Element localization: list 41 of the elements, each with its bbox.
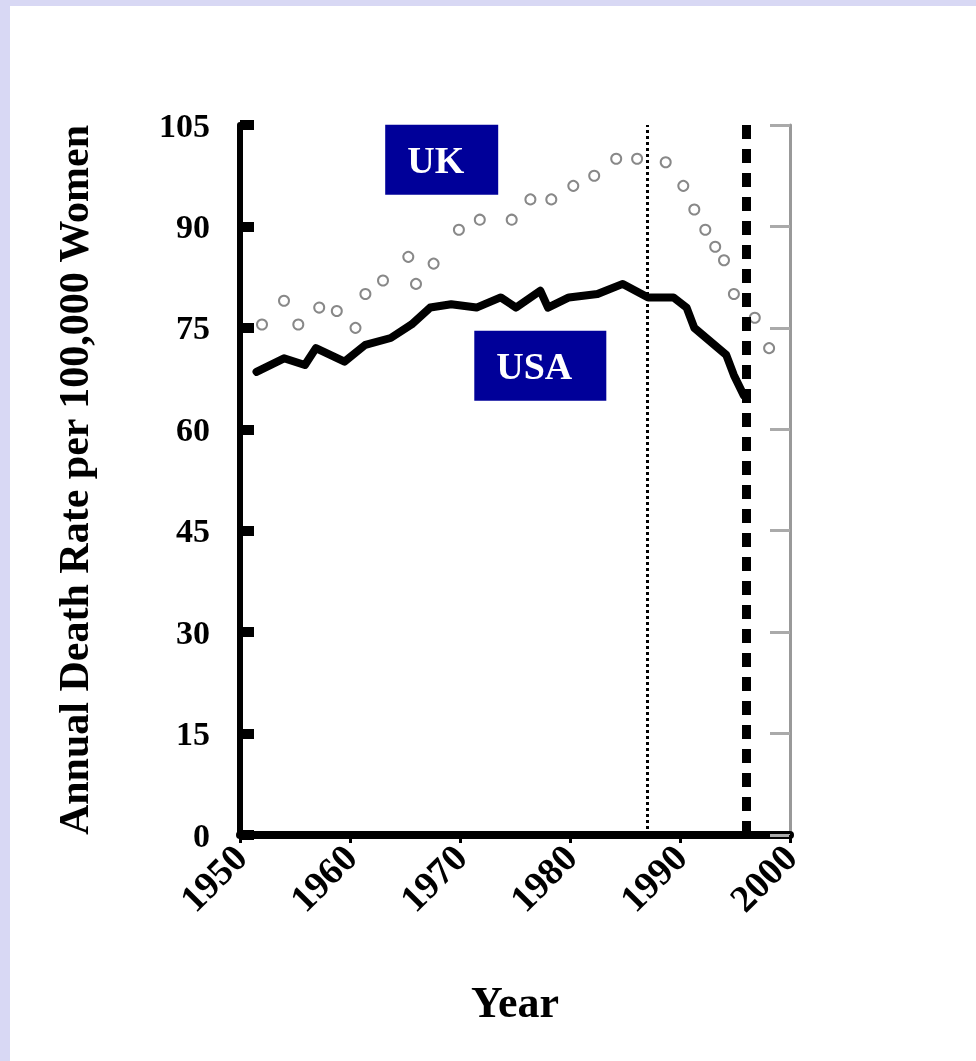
point (473, 213, 486, 226)
point (588, 169, 601, 182)
point (278, 294, 290, 307)
point (349, 321, 362, 334)
series-label: UK (407, 138, 465, 181)
y-tick-label: 90 (176, 207, 210, 245)
point (718, 254, 730, 267)
point (427, 257, 440, 270)
series-label: USA (496, 344, 573, 387)
point (545, 193, 558, 206)
point (313, 301, 326, 314)
point (505, 213, 518, 226)
point (677, 179, 690, 192)
point (567, 179, 580, 192)
point (763, 342, 776, 355)
y-tick-label: 75 (176, 309, 210, 347)
point (709, 240, 722, 253)
point (748, 311, 761, 324)
point (524, 193, 537, 206)
point (410, 277, 422, 290)
point (610, 152, 623, 165)
y-tick-label: 15 (176, 715, 210, 753)
point (659, 156, 672, 169)
point (688, 203, 701, 216)
y-tick-label: 105 (159, 106, 210, 144)
point (452, 223, 465, 236)
point (292, 318, 305, 331)
y-tick-label: 0 (193, 816, 210, 854)
point (402, 250, 415, 263)
point (330, 304, 343, 317)
point (377, 274, 389, 287)
point (699, 223, 712, 236)
y-axis-title: Annual Death Rate per 100,000 Women (51, 124, 97, 836)
point (631, 152, 644, 165)
y-tick-label: 45 (176, 512, 210, 550)
y-tick-label: 60 (176, 410, 210, 448)
point (359, 288, 372, 301)
point (727, 288, 740, 301)
x-axis-title: Year (471, 977, 559, 1027)
y-tick-label: 30 (176, 613, 210, 651)
point (256, 318, 268, 331)
